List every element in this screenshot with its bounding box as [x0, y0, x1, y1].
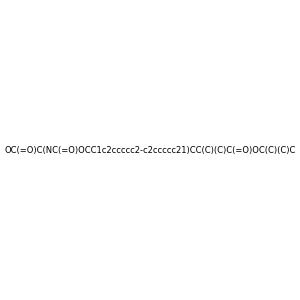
Text: OC(=O)C(NC(=O)OCC1c2ccccc2-c2ccccc21)CC(C)(C)C(=O)OC(C)(C)C: OC(=O)C(NC(=O)OCC1c2ccccc2-c2ccccc21)CC(… — [4, 146, 296, 154]
